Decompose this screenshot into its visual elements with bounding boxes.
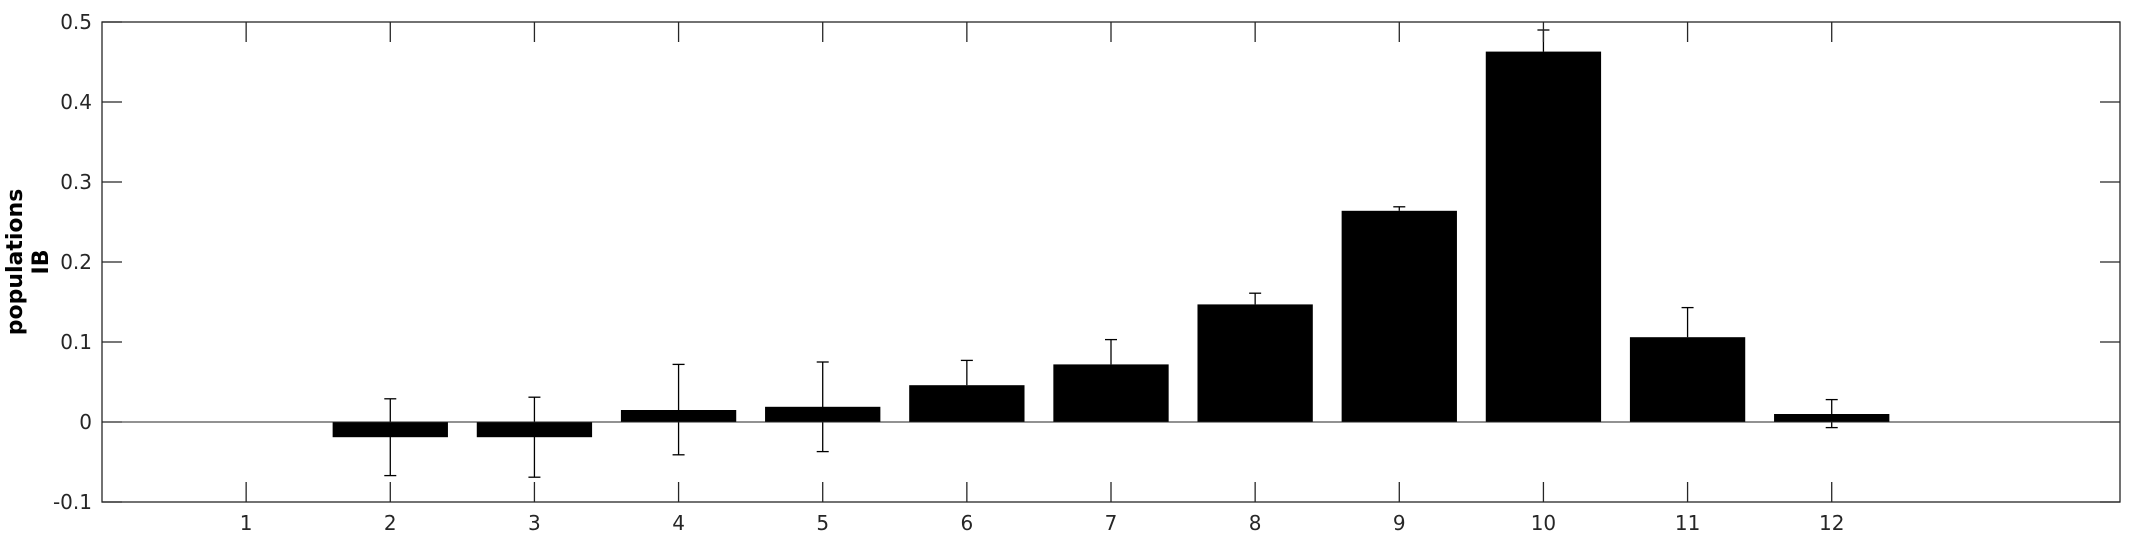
x-tick-label: 3: [528, 511, 541, 533]
bar: [909, 385, 1025, 422]
x-tick-label: 11: [1675, 511, 1700, 533]
x-tick-label: 6: [960, 511, 973, 533]
bar: [1197, 304, 1313, 422]
y-axis-label-line-1: populations: [3, 189, 28, 336]
y-axis-label: populations IB: [3, 189, 54, 336]
y-tick-label: 0.2: [60, 250, 92, 274]
bars-layer: [332, 51, 1890, 438]
x-tick-label: 9: [1393, 511, 1406, 533]
bar: [1341, 210, 1457, 422]
y-tick-label: 0.1: [60, 330, 92, 354]
x-tick-label: 5: [816, 511, 829, 533]
y-tick-label: 0.3: [60, 170, 92, 194]
x-tick-label: 1: [240, 511, 253, 533]
x-tick-label: 12: [1819, 511, 1844, 533]
y-tick-label: -0.1: [53, 490, 92, 514]
error-bars-layer: [384, 29, 1838, 478]
bar: [1485, 51, 1602, 422]
bar: [1053, 364, 1169, 422]
y-axis-label-line-2: IB: [29, 250, 54, 275]
x-tick-label: 8: [1249, 511, 1262, 533]
bar: [1629, 337, 1746, 422]
x-tick-label: 2: [384, 511, 397, 533]
ticks-layer: 1 2 3 4 5 6 7 8 9 10 11 12-0.100.10.20.30.40.5: [53, 10, 2120, 533]
y-tick-label: 0.5: [60, 10, 92, 34]
y-tick-label: 0.4: [60, 90, 92, 114]
x-tick-label: 10: [1531, 511, 1556, 533]
y-tick-label: 0: [79, 410, 92, 434]
x-tick-label: 7: [1105, 511, 1118, 533]
x-tick-label: 4: [672, 511, 685, 533]
